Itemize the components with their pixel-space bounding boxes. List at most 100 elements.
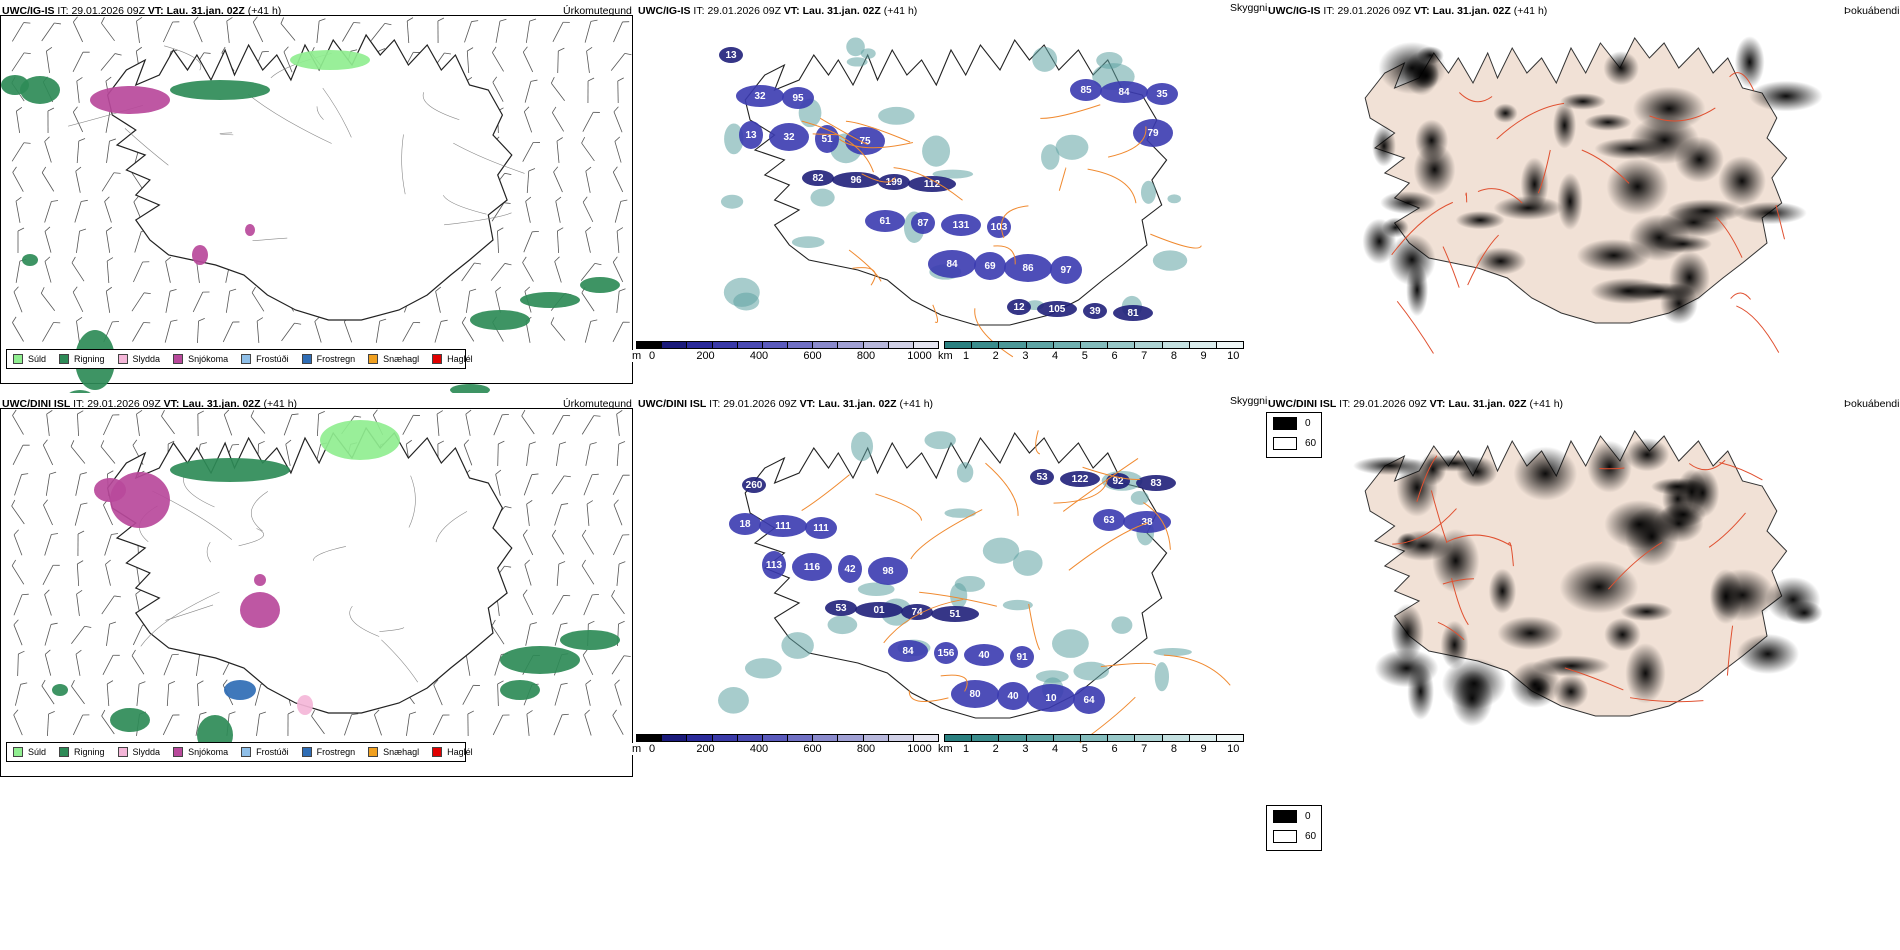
cloud-base-label: 40 <box>978 650 990 661</box>
fog-area <box>1559 93 1606 110</box>
fog-area <box>1620 602 1673 622</box>
road <box>1143 502 1171 550</box>
road <box>1477 188 1523 204</box>
wind-barb <box>406 711 417 736</box>
wind-barb <box>283 46 293 73</box>
cloud-base-area <box>1007 299 1031 315</box>
fog-area <box>1785 601 1823 625</box>
wind-barb <box>581 415 601 435</box>
road <box>1629 697 1704 703</box>
wind-barb <box>226 17 233 43</box>
fog-area <box>1380 191 1437 215</box>
wind-barb <box>17 650 25 677</box>
road <box>1150 233 1202 249</box>
wind-barb <box>497 227 504 254</box>
cloud-base-label: 82 <box>812 173 824 184</box>
colorbar-unit: m <box>632 350 643 362</box>
cloud-base-area <box>825 600 857 616</box>
wind-barb <box>193 16 203 43</box>
visibility-area <box>878 106 915 125</box>
wind-barb <box>461 262 482 282</box>
fog-area <box>1388 233 1436 286</box>
cloud-base-area <box>1004 254 1052 282</box>
fog-area <box>1653 504 1704 543</box>
colorbar-tick: 5 <box>1081 350 1088 362</box>
fog-area <box>1625 643 1666 704</box>
cloud-base-label: 32 <box>783 132 795 143</box>
wind-barb <box>72 51 90 73</box>
wind-barb <box>102 654 120 675</box>
visibility-area <box>982 537 1020 564</box>
legend-item: Frostúði <box>241 354 289 364</box>
cloud-base-label: 32 <box>754 91 766 102</box>
cloud-base-label: 199 <box>886 177 903 188</box>
wind-barb <box>585 226 592 253</box>
wind-barb <box>136 681 146 706</box>
colorbar-tick: 2 <box>992 350 999 362</box>
road <box>1391 201 1453 256</box>
visibility-area <box>791 236 825 248</box>
cloud-base-area <box>719 47 743 63</box>
cloud-base-area <box>878 174 910 190</box>
road <box>1447 534 1512 547</box>
cloud-title: Skyggni <box>1230 2 1268 14</box>
wind-barb <box>136 16 143 43</box>
cloud-panel: UWC/DINI ISL IT: 29.01.2026 09Z VT: Lau.… <box>632 393 1272 786</box>
wind-barb <box>526 168 536 194</box>
visibility-area <box>846 57 868 67</box>
colorbar-tick: 600 <box>803 350 822 362</box>
wind-barb <box>101 17 115 42</box>
wind-barb <box>256 711 267 736</box>
cloud-base-area <box>1050 256 1082 284</box>
wind-barb <box>43 499 53 526</box>
cloud-base-label: 74 <box>911 607 923 618</box>
cloud-base-label: 64 <box>1083 695 1095 706</box>
cloud-base-area <box>1083 303 1107 319</box>
wind-barb <box>71 256 85 282</box>
fog-area <box>1455 210 1505 230</box>
wind-barb <box>464 20 479 43</box>
fog-area <box>1526 677 1552 701</box>
road <box>932 304 939 323</box>
cloud-base-area <box>928 250 976 278</box>
precip-area <box>69 390 91 393</box>
fog-area <box>1382 217 1409 238</box>
cloud-base-label: 13 <box>745 130 757 141</box>
wind-barb <box>466 47 474 74</box>
cloud-base-area <box>931 606 979 622</box>
precip-area <box>500 646 580 674</box>
wind-barb <box>432 714 450 736</box>
wind-barb <box>72 714 90 736</box>
wind-barb <box>44 256 52 283</box>
fog-area <box>1628 214 1690 262</box>
precip-area <box>320 420 400 460</box>
wind-barb <box>101 709 115 735</box>
visibility-area <box>857 582 895 597</box>
road <box>1416 455 1438 502</box>
road <box>1736 305 1780 353</box>
wind-barb <box>77 530 85 557</box>
wind-barb <box>13 619 23 646</box>
precip-type-legend: Súld Rigning Slydda Snjókoma Frostúði Frostre… <box>6 349 473 369</box>
wind-barb <box>522 256 534 282</box>
wind-barb <box>71 680 85 705</box>
visibility-area <box>1073 661 1110 681</box>
wind-barb <box>585 679 592 706</box>
precip-area <box>290 50 370 70</box>
height-colorbar: 0 200 400 600 800 1000 m <box>632 734 939 760</box>
fog-map <box>1352 430 1823 727</box>
road <box>1442 246 1460 288</box>
wind-barb <box>554 682 568 706</box>
wind-barb <box>225 288 237 313</box>
road <box>1068 522 1148 571</box>
visibility-area <box>851 431 874 462</box>
precip-area <box>110 708 150 732</box>
cloud-base-label: 38 <box>1141 517 1153 528</box>
wind-barb <box>44 200 59 223</box>
colorbar-tick: 6 <box>1111 743 1118 755</box>
fog-panel: UWC/DINI ISL IT: 29.01.2026 09Z VT: Lau.… <box>1266 393 1900 786</box>
visibility-area <box>1035 670 1069 683</box>
wind-barb <box>402 321 421 342</box>
road <box>1163 654 1231 686</box>
wind-barb <box>522 46 534 73</box>
